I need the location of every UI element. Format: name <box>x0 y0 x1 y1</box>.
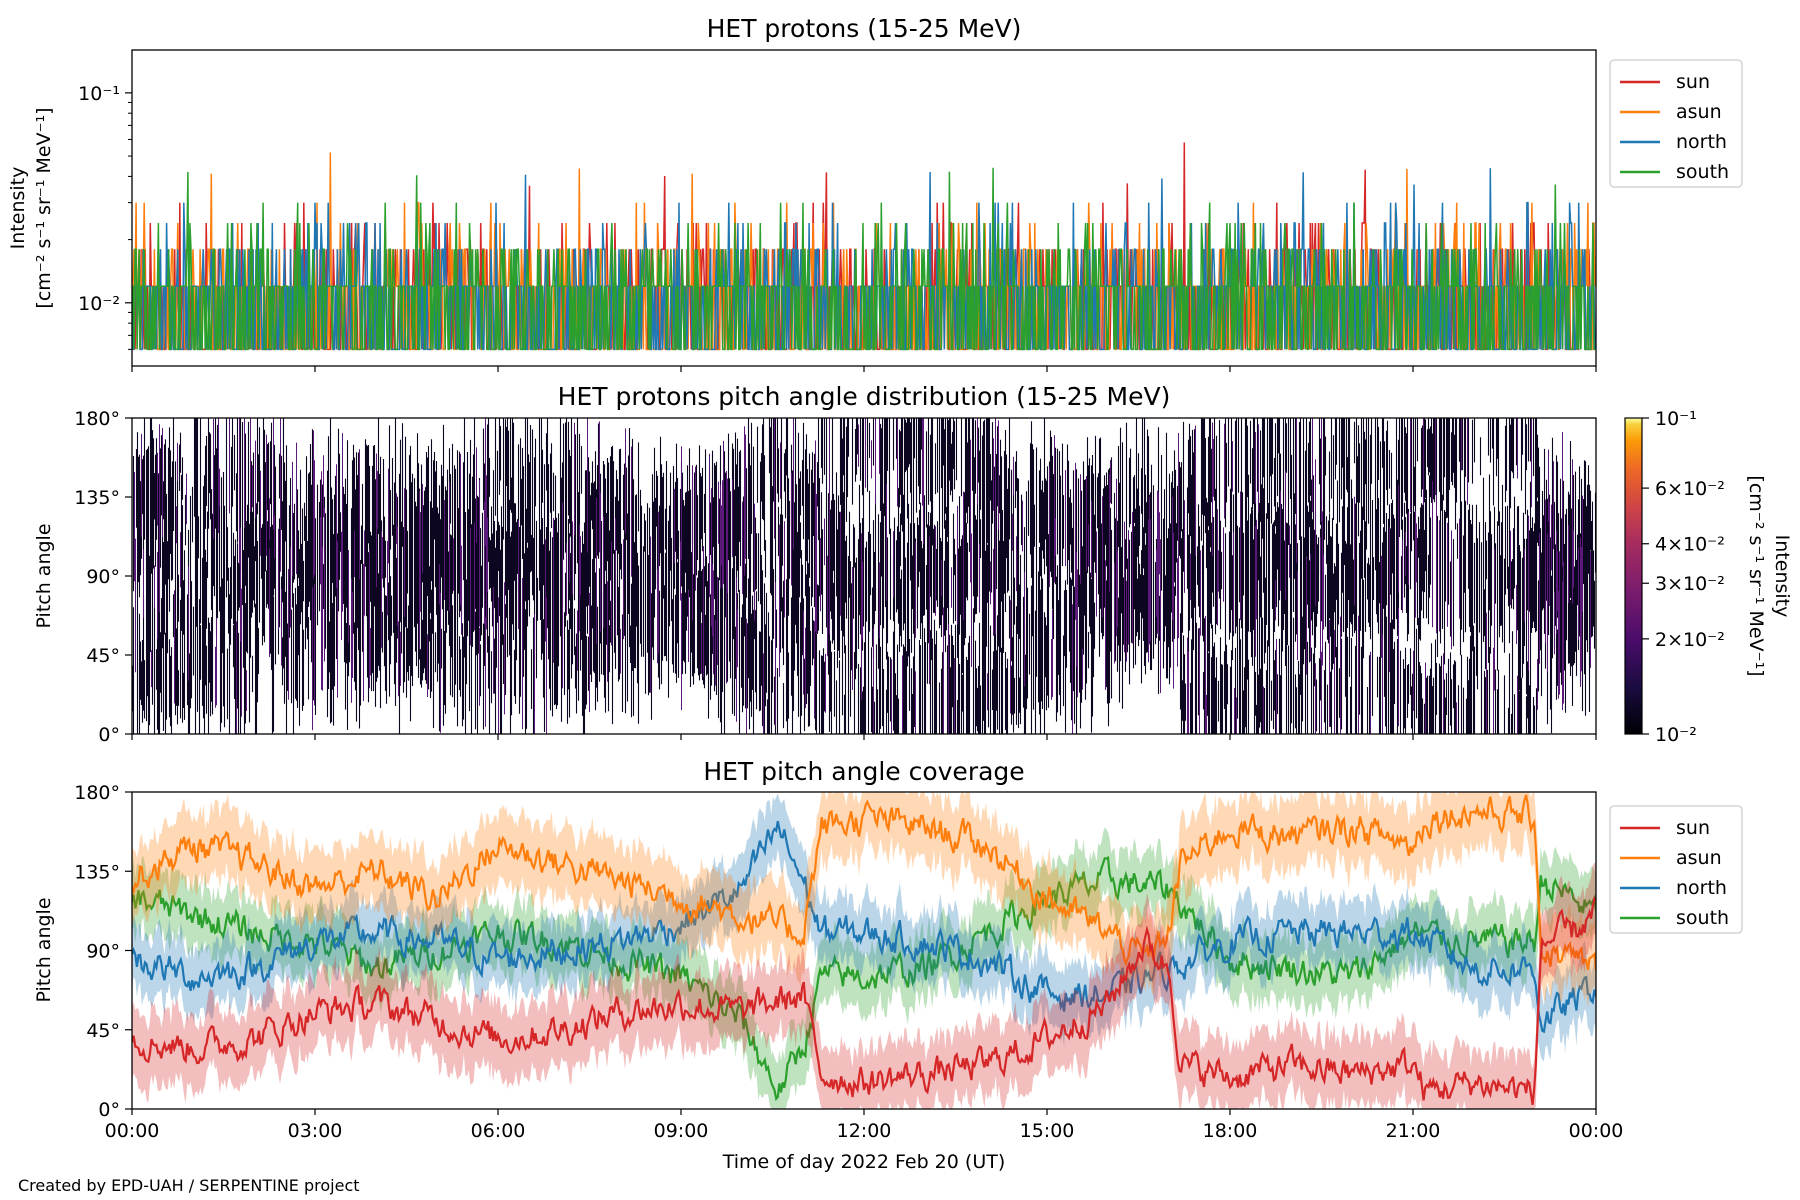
coverage-band-south <box>132 827 1596 1109</box>
colorbar-tick-label: 6×10⁻² <box>1655 478 1725 500</box>
legend-label-north: north <box>1676 877 1727 899</box>
series-line-south <box>132 167 1595 351</box>
panel2-title: HET protons pitch angle distribution (15… <box>558 382 1171 411</box>
panel1-ylabel-line2: [cm⁻² s⁻¹ sr⁻¹ MeV⁻¹] <box>33 107 55 308</box>
legend-label-asun: asun <box>1676 847 1722 869</box>
x-tick-label: 00:00 <box>105 1120 160 1142</box>
panel3-ytick-label: 180° <box>74 782 120 804</box>
panel2-ytick-label: 45° <box>86 645 120 667</box>
panel1-legend: sun asun north south <box>1609 59 1743 188</box>
heatmap-cells-mid <box>134 418 1591 734</box>
colorbar-label-line2: [cm⁻² s⁻¹ sr⁻¹ MeV⁻¹] <box>1745 475 1767 676</box>
panel1-ytick-label: 10⁻¹ <box>78 83 120 105</box>
panel3-ytick-label: 0° <box>98 1099 120 1121</box>
panel1-ytick-label: 10⁻² <box>78 293 120 315</box>
legend-label-sun: sun <box>1676 817 1710 839</box>
panel1-plot-area <box>132 142 1596 351</box>
coverage-line-north <box>132 820 1596 1034</box>
panel2-yticks: 0° 45° 90° 135° 180° <box>74 408 132 746</box>
colorbar <box>1624 417 1643 735</box>
coverage-line-asun <box>132 794 1596 971</box>
panel3-ylabel: Pitch angle <box>33 897 55 1002</box>
panel3-plot-area <box>132 792 1596 1109</box>
x-tick-label: 18:00 <box>1203 1120 1258 1142</box>
panel1-yticks: 10⁻¹ 10⁻² <box>78 83 132 350</box>
coverage-band-sun <box>132 862 1596 1109</box>
colorbar-label-line1: Intensity <box>1771 535 1793 618</box>
x-tick-label: 06:00 <box>471 1120 526 1142</box>
coverage-band-north <box>132 793 1596 1062</box>
legend-label-north: north <box>1676 131 1727 153</box>
colorbar-tick-label: 3×10⁻² <box>1655 573 1725 595</box>
legend-box <box>1609 805 1743 934</box>
panel1-title: HET protons (15-25 MeV) <box>707 14 1022 43</box>
panel1-ylabel-line1: Intensity <box>7 167 29 250</box>
panel3-legend: sun asun north south <box>1609 805 1743 934</box>
x-axis-label: Time of day 2022 Feb 20 (UT) <box>722 1151 1006 1173</box>
panel-pitch-angle-distribution: HET protons pitch angle distribution (15… <box>33 382 1793 746</box>
panel3-title: HET pitch angle coverage <box>703 757 1024 786</box>
x-tick-label: 15:00 <box>1020 1120 1075 1142</box>
x-tick-label: 03:00 <box>288 1120 343 1142</box>
legend-label-sun: sun <box>1676 71 1710 93</box>
panel-intensity: HET protons (15-25 MeV) 10⁻¹ 10⁻² Intensi… <box>7 14 1743 372</box>
panel3-ytick-label: 90° <box>86 941 120 963</box>
colorbar-tick-label: 10⁻² <box>1655 724 1697 746</box>
x-tick-label: 21:00 <box>1386 1120 1441 1142</box>
panel2-ylabel: Pitch angle <box>33 523 55 628</box>
footer-credit: Created by EPD-UAH / SERPENTINE project <box>18 1176 360 1195</box>
panel2-xticks <box>131 734 1597 740</box>
legend-label-south: south <box>1676 907 1729 929</box>
panel3-ytick-label: 135° <box>74 861 120 883</box>
panel3-xticks: 00:00 03:00 06:00 09:00 12:00 15:00 18:00 21:00… <box>105 1109 1624 1142</box>
x-tick-label: 12:00 <box>837 1120 892 1142</box>
colorbar-tick-label: 2×10⁻² <box>1655 629 1725 651</box>
panel2-ytick-label: 90° <box>86 566 120 588</box>
panel2-heatmap <box>132 418 1596 734</box>
coverage-line-south <box>132 856 1596 1102</box>
panel2-ytick-label: 135° <box>74 487 120 509</box>
panel2-ytick-label: 180° <box>74 408 120 430</box>
panel3-ytick-label: 45° <box>86 1020 120 1042</box>
x-tick-label: 09:00 <box>654 1120 709 1142</box>
legend-box <box>1609 59 1743 188</box>
colorbar-ticks: 10⁻¹ 6×10⁻² 4×10⁻² 3×10⁻² 2×10⁻² 10⁻² <box>1642 408 1725 746</box>
panel2-ytick-label: 0° <box>98 724 120 746</box>
legend-label-asun: asun <box>1676 101 1722 123</box>
colorbar-tick-label: 10⁻¹ <box>1655 408 1697 430</box>
panel3-yticks: 0° 45° 90° 135° 180° <box>74 782 132 1121</box>
panel-pitch-angle-coverage: HET pitch angle coverage 0° 45° 90° 135° 180… <box>33 757 1743 1173</box>
legend-label-south: south <box>1676 161 1729 183</box>
x-tick-label: 00:00 <box>1569 1120 1624 1142</box>
panel1-xticks <box>131 366 1597 372</box>
coverage-line-sun <box>132 896 1596 1105</box>
colorbar-tick-label: 4×10⁻² <box>1655 534 1725 556</box>
